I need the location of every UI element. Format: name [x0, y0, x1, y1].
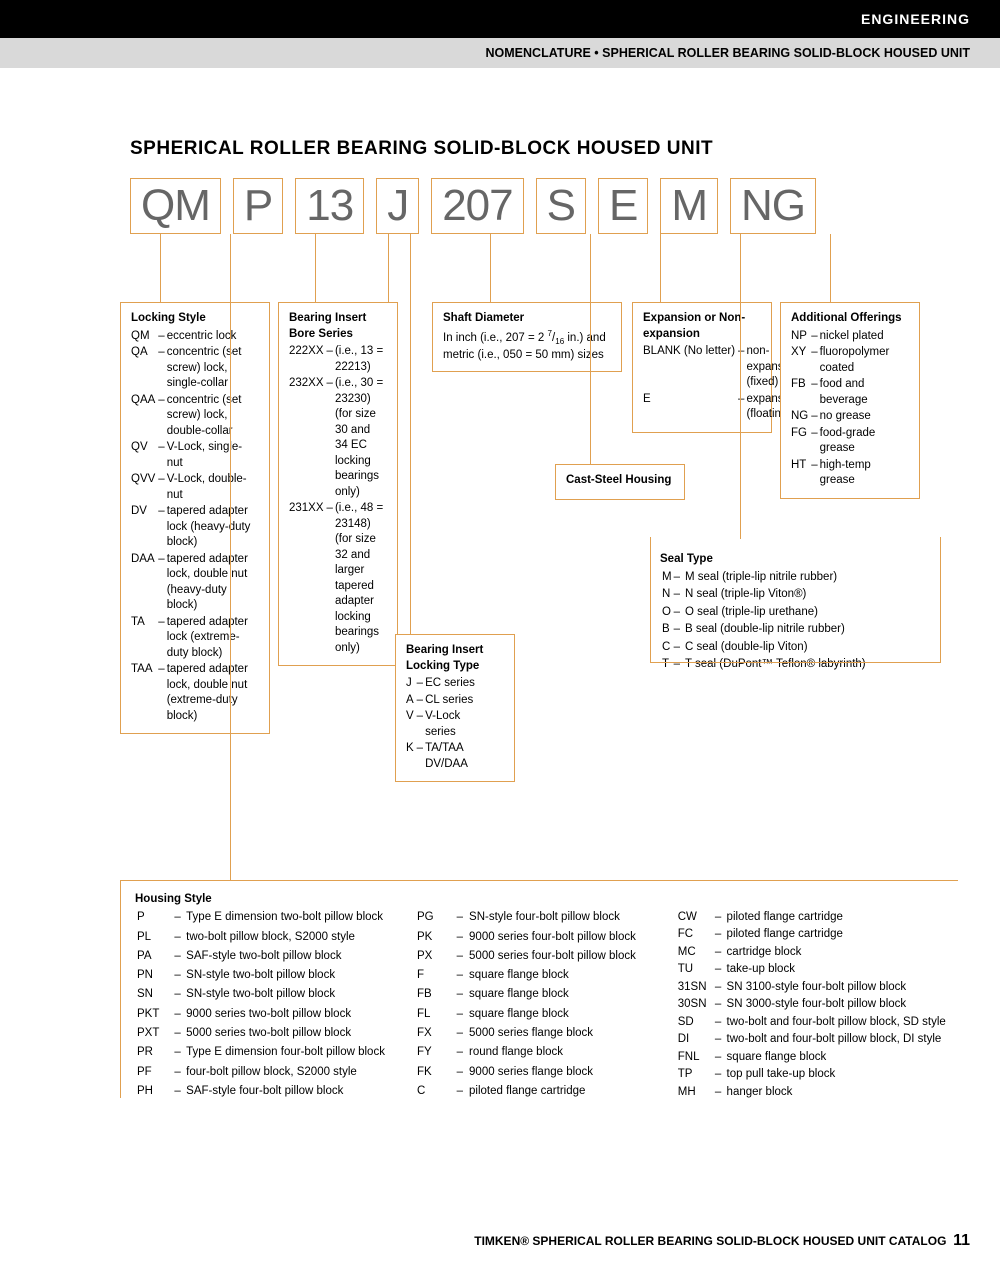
code-box: QM [130, 178, 221, 234]
code-box: S [536, 178, 586, 234]
page-title: SPHERICAL ROLLER BEARING SOLID-BLOCK HOU… [130, 138, 960, 160]
header-blackbar: ENGINEERING [0, 0, 1000, 38]
locking-style-box: Locking Style QM–eccentric lockQA–concen… [120, 302, 270, 734]
housing-style-box: Housing Style P–Type E dimension two-bol… [135, 892, 955, 1102]
header-subtitle: NOMENCLATURE • SPHERICAL ROLLER BEARING … [486, 46, 970, 60]
expansion-box: Expansion or Non-expansion BLANK (No let… [632, 302, 772, 433]
additional-box: Additional Offerings NP–nickel platedXY–… [780, 302, 920, 499]
header-greybar: NOMENCLATURE • SPHERICAL ROLLER BEARING … [0, 38, 1000, 68]
code-row: QMP13J207SEMNG [130, 178, 960, 234]
cast-steel-box: Cast-Steel Housing [555, 464, 685, 500]
shaft-diameter-box: Shaft Diameter In inch (i.e., 207 = 2 7/… [432, 302, 622, 372]
code-box: J [376, 178, 419, 234]
locking-type-box: Bearing Insert Locking Type J–EC seriesA… [395, 634, 515, 782]
code-box: NG [730, 178, 816, 234]
code-box: 13 [295, 178, 364, 234]
code-box: E [598, 178, 648, 234]
footer: TIMKEN® SPHERICAL ROLLER BEARING SOLID-B… [474, 1232, 970, 1250]
code-box: 207 [431, 178, 523, 234]
header-category: ENGINEERING [861, 11, 970, 27]
code-box: P [233, 178, 283, 234]
code-box: M [660, 178, 718, 234]
seal-type-box: Seal Type M–M seal (triple-lip nitrile r… [660, 552, 920, 675]
bore-series-box: Bearing Insert Bore Series 222XX–(i.e., … [278, 302, 398, 666]
